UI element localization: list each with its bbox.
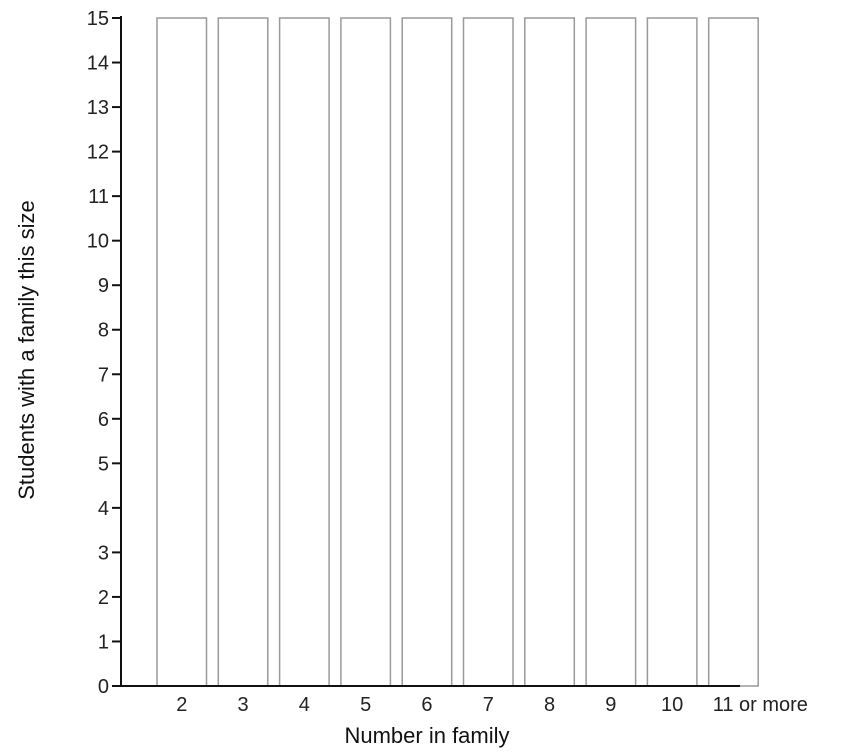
bar	[585, 17, 637, 687]
y-tick-label: 13	[87, 97, 109, 119]
y-tick-label: 6	[98, 409, 109, 431]
bar	[278, 17, 330, 687]
x-tick-label: 6	[421, 694, 432, 716]
y-tick-label: 11	[88, 186, 109, 208]
y-tick-label: 8	[98, 320, 109, 342]
x-tick-label: 11 or more	[713, 694, 808, 716]
bar	[462, 17, 514, 687]
y-tick-label: 1	[98, 631, 109, 653]
x-tick-label: 5	[360, 694, 371, 716]
bar	[707, 17, 759, 687]
bar	[156, 17, 208, 687]
y-tick-label: 14	[87, 53, 109, 75]
x-tick-label: 4	[299, 694, 310, 716]
x-tick-label: 2	[176, 694, 187, 716]
x-tick-label: 9	[605, 694, 616, 716]
y-tick-label: 10	[87, 231, 109, 253]
y-tick-label: 4	[98, 498, 109, 520]
y-axis-label: Students with a family this size	[14, 200, 39, 500]
y-tick-label: 5	[98, 453, 109, 475]
y-tick-label: 2	[98, 587, 109, 609]
bar	[524, 17, 576, 687]
x-axis-ticks: 2 3 4 5 6 7 8 9 10 11 or more	[176, 694, 808, 716]
x-tick-label: 8	[544, 694, 555, 716]
y-tick-label: 3	[98, 542, 109, 564]
y-tick-label: 9	[98, 275, 109, 297]
x-axis-label: Number in family	[344, 723, 509, 748]
bar	[646, 17, 698, 687]
bar	[340, 17, 392, 687]
x-tick-label: 3	[237, 694, 248, 716]
y-tick-label: 12	[87, 142, 109, 164]
bar	[401, 17, 453, 687]
x-tick-label: 7	[483, 694, 494, 716]
bar	[217, 17, 269, 687]
y-tick-label: 15	[87, 8, 109, 30]
y-tick-label: 7	[98, 364, 109, 386]
y-tick-label: 0	[98, 676, 109, 698]
bars-group	[156, 17, 759, 687]
x-tick-label: 10	[661, 694, 683, 716]
